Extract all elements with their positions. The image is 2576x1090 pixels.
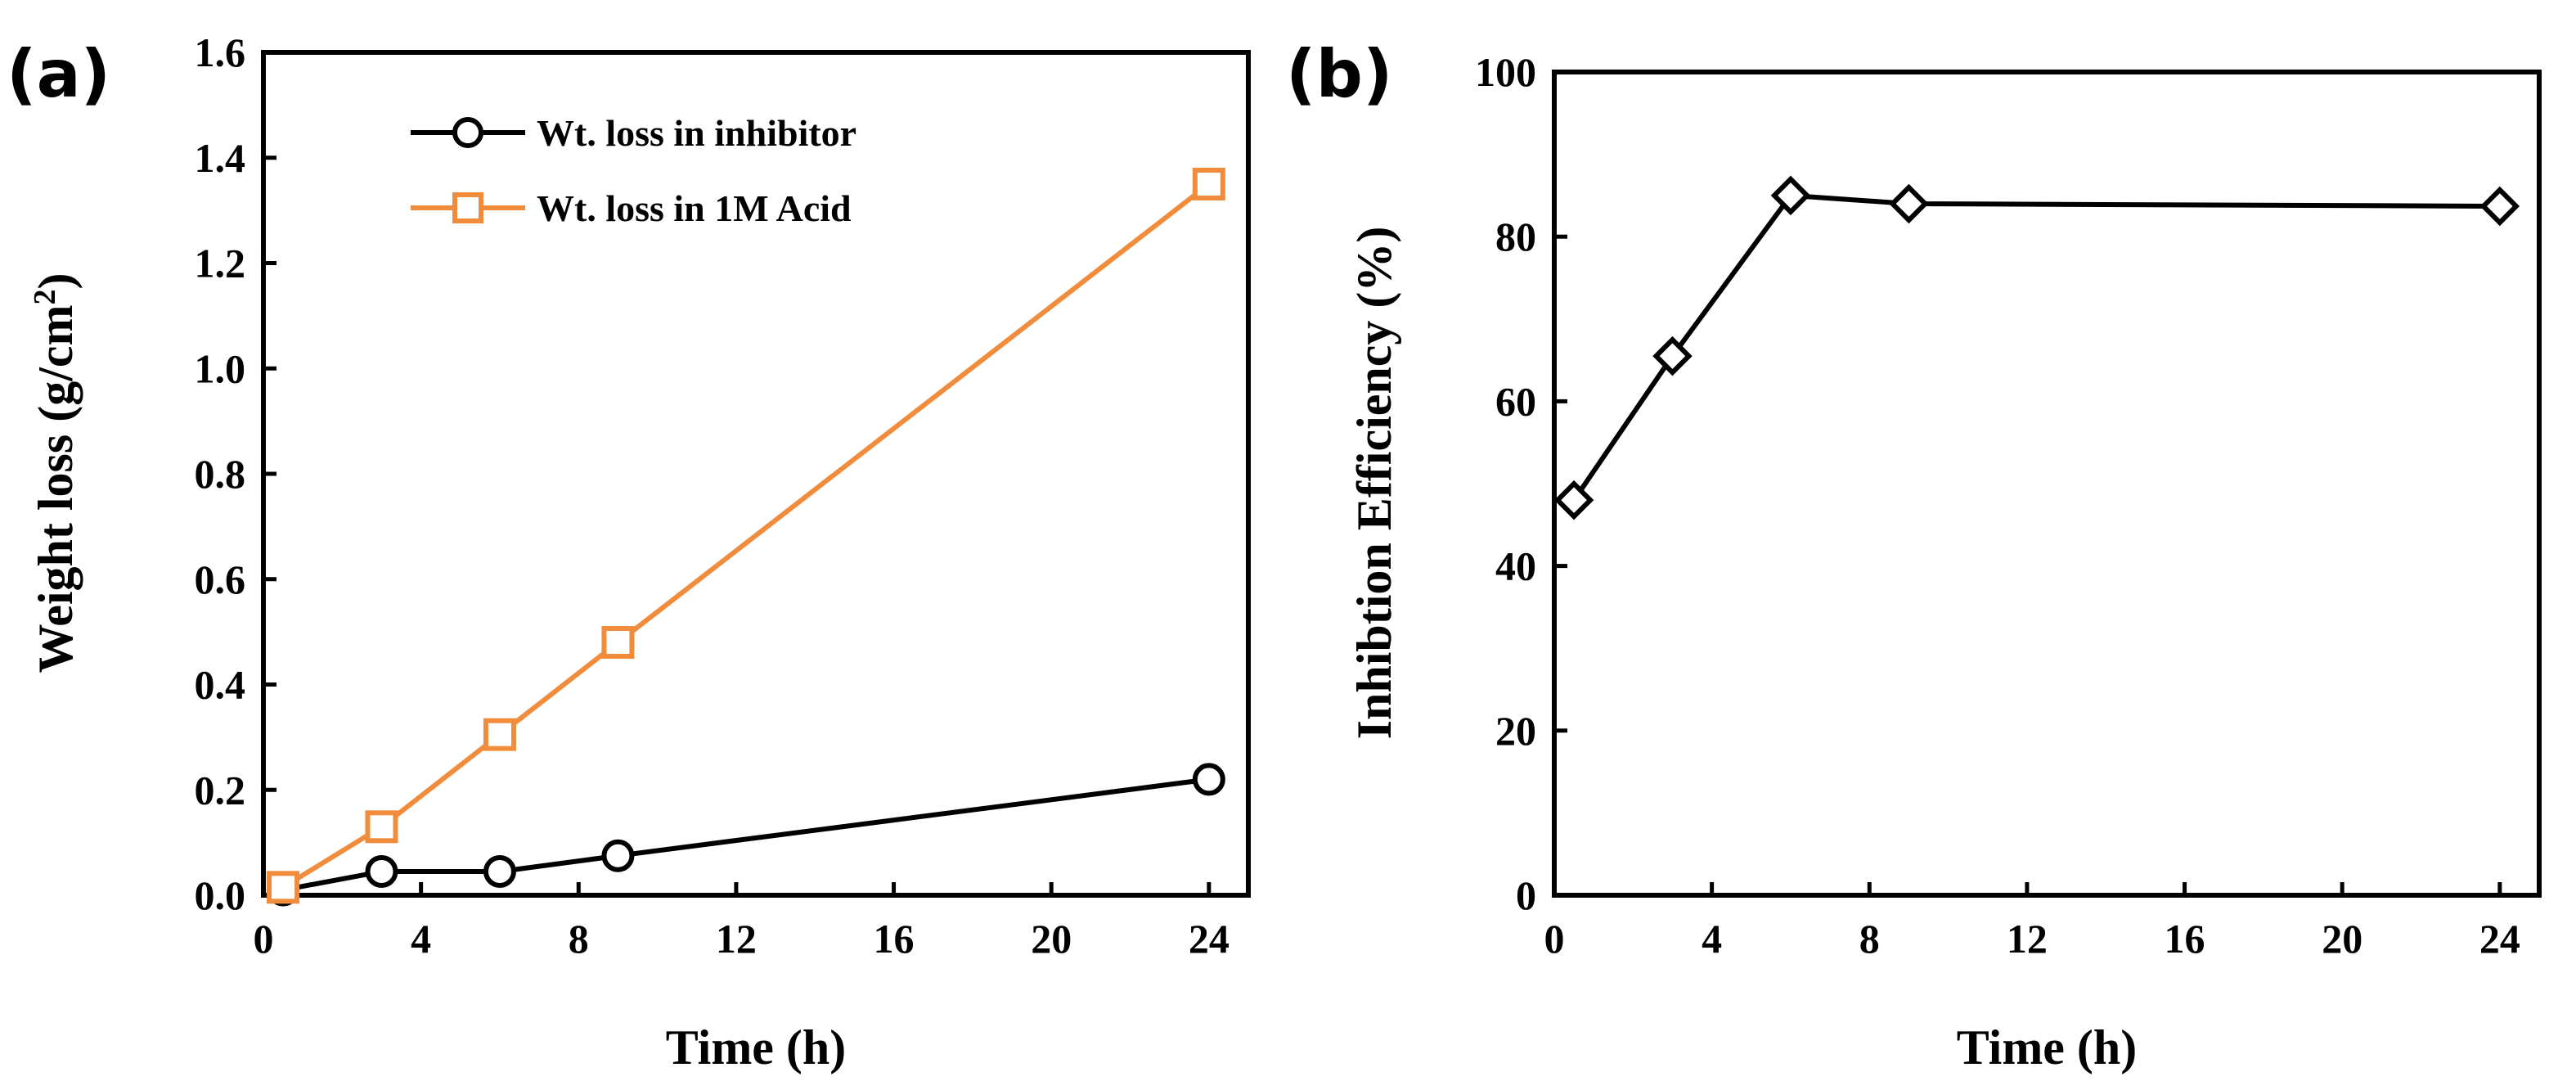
panel-a-series	[267, 167, 1225, 907]
data-point-circle	[483, 855, 516, 889]
x-tick-label: 4	[411, 916, 431, 962]
x-tick-label: 8	[1859, 916, 1880, 962]
series-line-0	[1571, 192, 2500, 502]
y-tick-label: 40	[1495, 543, 1536, 589]
data-point-diamond	[1770, 175, 1811, 216]
x-tick-label: 20	[1031, 916, 1072, 962]
legend-marker-inhibitor	[452, 117, 483, 148]
x-tick-label: 24	[1189, 916, 1230, 962]
y-tick-label: 0	[1516, 872, 1536, 918]
panel-b-plot-frame	[1552, 70, 2542, 898]
panel-b-x-axis-title: Time (h)	[1957, 1020, 2138, 1074]
panel-b-series	[1553, 175, 2520, 520]
y-tick-label: 0.6	[195, 556, 246, 602]
data-point-square	[601, 626, 635, 659]
x-tick-label: 24	[2479, 916, 2520, 962]
x-tick-label: 0	[1544, 916, 1565, 962]
panel-b-y-ticks: 0 20 40 60 80 100	[1475, 49, 1567, 918]
y-tick-label: 60	[1495, 378, 1536, 424]
data-point-diamond	[1652, 336, 1693, 376]
x-tick-label: 4	[1702, 916, 1722, 962]
legend-marker-acid	[452, 192, 483, 223]
panel-a-y-axis-title-main: Weight loss (g/cm	[29, 305, 83, 673]
legend-label-acid: Wt. loss in 1M Acid	[537, 187, 852, 229]
data-point-circle	[365, 855, 398, 889]
panel-a-x-ticks: 0 4 8 12 16 20 24	[254, 882, 1230, 962]
panel-b: (b) 0 20 40 60 80 100 0 4 8 12 16 20 24 Time (h) In…	[1286, 36, 2542, 1074]
x-tick-label: 12	[716, 916, 757, 962]
y-tick-label: 100	[1475, 49, 1536, 95]
legend-label-inhibitor: Wt. loss in inhibitor	[537, 112, 856, 154]
series-line-1	[281, 182, 1211, 890]
panel-a-y-axis-title: Weight loss (g/cm2)	[28, 273, 83, 673]
data-point-diamond	[1553, 480, 1594, 520]
panel-a-legend: Wt. loss in inhibitor Wt. loss in 1M Aci…	[411, 112, 856, 229]
x-tick-label: 0	[254, 916, 274, 962]
y-tick-label: 1.6	[195, 29, 246, 75]
panel-a-y-axis-title-close: )	[29, 273, 83, 290]
data-point-diamond	[2479, 186, 2520, 227]
panel-b-label: (b)	[1286, 36, 1392, 112]
panel-a-y-ticks: 0.0 0.2 0.4 0.6 0.8 1.0 1.2 1.4 1.6	[195, 29, 276, 918]
panel-a-plot-frame	[261, 50, 1251, 898]
data-point-square	[483, 718, 516, 751]
panel-b-x-ticks: 0 4 8 12 16 20 24	[1544, 882, 2520, 962]
x-tick-label: 20	[2322, 916, 2362, 962]
x-tick-label: 16	[874, 916, 915, 962]
data-point-square	[1192, 167, 1225, 200]
panel-a-x-axis-title: Time (h)	[666, 1020, 847, 1074]
y-tick-label: 1.2	[195, 241, 246, 286]
data-point-circle	[1192, 763, 1225, 796]
y-tick-label: 20	[1495, 708, 1536, 754]
y-tick-label: 0.4	[195, 662, 246, 708]
panel-a-y-axis-title-superscript: 2	[28, 290, 62, 305]
data-point-circle	[601, 839, 635, 872]
data-point-square	[267, 871, 300, 904]
data-point-square	[365, 810, 398, 844]
panel-a-label: (a)	[7, 36, 110, 112]
y-tick-label: 1.4	[195, 135, 246, 181]
x-tick-label: 16	[2165, 916, 2205, 962]
data-point-diamond	[1889, 183, 1929, 224]
x-tick-label: 12	[2007, 916, 2048, 962]
panel-b-y-axis-title: Inhibtion Efficiency (%)	[1347, 227, 1401, 740]
x-tick-label: 8	[569, 916, 589, 962]
y-tick-label: 0.8	[195, 451, 246, 497]
panel-a: (a) 0.0 0.2 0.4 0.6 0.8 1.0 1.2 1.4 1.6 0 4 8 12 16 2…	[7, 29, 1251, 1074]
y-tick-label: 0.2	[195, 767, 246, 813]
y-tick-label: 80	[1495, 214, 1536, 259]
y-tick-label: 1.0	[195, 345, 246, 391]
y-tick-label: 0.0	[195, 872, 246, 918]
